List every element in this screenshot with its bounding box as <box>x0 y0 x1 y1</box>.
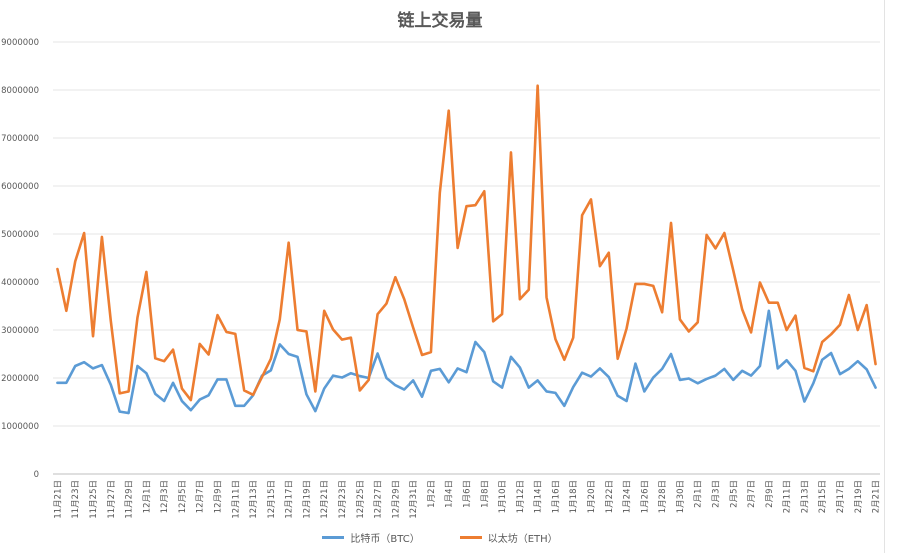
x-tick-label: 1月16日 <box>551 480 561 513</box>
x-tick-label: 11月21日 <box>53 480 63 519</box>
x-tick-label: 11月23日 <box>71 480 81 519</box>
legend-label-btc: 比特币（BTC） <box>350 534 420 545</box>
x-tick-label: 12月15日 <box>267 480 277 519</box>
legend-item-eth: 以太坊（ETH） <box>459 530 558 545</box>
y-tick-label: 5000000 <box>1 230 39 240</box>
y-tick-label: 0 <box>34 470 39 480</box>
x-tick-label: 1月20日 <box>587 480 597 513</box>
y-tick-label: 3000000 <box>1 326 39 336</box>
x-tick-label: 11月29日 <box>125 480 135 519</box>
chart-title: 链上交易量 <box>397 11 483 31</box>
legend-swatch-btc <box>322 536 345 539</box>
x-tick-label: 2月17日 <box>836 480 846 513</box>
x-tick-label: 1月24日 <box>623 480 633 513</box>
legend-label-eth: 以太坊（ETH） <box>487 534 558 545</box>
spreadsheet-edge <box>884 0 899 553</box>
x-tick-label: 12月25日 <box>356 480 366 519</box>
x-tick-label: 2月1日 <box>694 480 704 508</box>
x-tick-label: 11月25日 <box>89 480 99 519</box>
x-tick-label: 1月22日 <box>605 480 615 513</box>
x-tick-label: 2月5日 <box>729 480 739 508</box>
x-tick-label: 2月15日 <box>818 480 828 513</box>
x-tick-label: 12月27日 <box>374 480 384 519</box>
x-tick-label: 1月8日 <box>480 480 490 508</box>
x-tick-label: 2月19日 <box>854 480 864 513</box>
x-tick-label: 12月3日 <box>160 480 170 513</box>
y-tick-label: 2000000 <box>1 374 39 384</box>
x-tick-label: 1月14日 <box>534 480 544 513</box>
series-line-btc <box>56 309 877 415</box>
legend-swatch-eth <box>459 536 482 539</box>
y-tick-label: 9000000 <box>1 38 39 48</box>
x-tick-label: 1月6日 <box>463 480 473 508</box>
gridlines <box>53 41 880 475</box>
x-tick-label: 2月13日 <box>800 480 810 513</box>
y-tick-label: 1000000 <box>1 422 39 432</box>
x-tick-label: 12月31日 <box>409 480 419 519</box>
x-tick-label: 1月26日 <box>640 480 650 513</box>
legend-item-btc: 比特币（BTC） <box>322 530 420 545</box>
x-tick-label: 2月9日 <box>765 480 775 508</box>
legend: 比特币（BTC） 以太坊（ETH） <box>0 530 880 545</box>
x-tick-label: 1月10日 <box>498 480 508 513</box>
y-tick-label: 6000000 <box>1 182 39 192</box>
x-tick-label: 2月7日 <box>747 480 757 508</box>
y-axis-ticks: 0 1000000 2000000 3000000 4000000 5000000 6000… <box>1 38 39 480</box>
x-tick-label: 12月29日 <box>391 480 401 519</box>
series-lines <box>56 84 877 415</box>
x-tick-label: 2月21日 <box>872 480 882 513</box>
x-tick-label: 1月2日 <box>427 480 437 508</box>
x-tick-label: 2月11日 <box>783 480 793 513</box>
x-tick-label: 12月5日 <box>178 480 188 513</box>
x-tick-label: 12月11日 <box>231 480 241 519</box>
x-tick-label: 12月21日 <box>320 480 330 519</box>
x-tick-label: 12月19日 <box>302 480 312 519</box>
y-tick-label: 8000000 <box>1 86 39 96</box>
x-tick-label: 12月7日 <box>196 480 206 513</box>
x-tick-label: 12月1日 <box>142 480 152 513</box>
x-tick-label: 12月17日 <box>285 480 295 519</box>
x-tick-label: 2月3日 <box>711 480 721 508</box>
x-tick-label: 12月9日 <box>214 480 224 513</box>
x-tick-label: 1月18日 <box>569 480 579 513</box>
x-tick-label: 12月23日 <box>338 480 348 519</box>
x-axis-ticks: 11月21日 11月23日 11月25日 11月27日 11月29日 12月1日 12月3日… <box>53 480 881 519</box>
x-tick-label: 1月28日 <box>658 480 668 513</box>
x-tick-label: 1月4日 <box>445 480 455 508</box>
y-tick-label: 4000000 <box>1 278 39 288</box>
x-tick-label: 11月27日 <box>107 480 117 519</box>
x-tick-label: 12月13日 <box>249 480 259 519</box>
y-tick-label: 7000000 <box>1 134 39 144</box>
series-line-eth <box>56 84 877 402</box>
x-tick-label: 1月30日 <box>676 480 686 513</box>
x-tick-label: 1月12日 <box>516 480 526 513</box>
